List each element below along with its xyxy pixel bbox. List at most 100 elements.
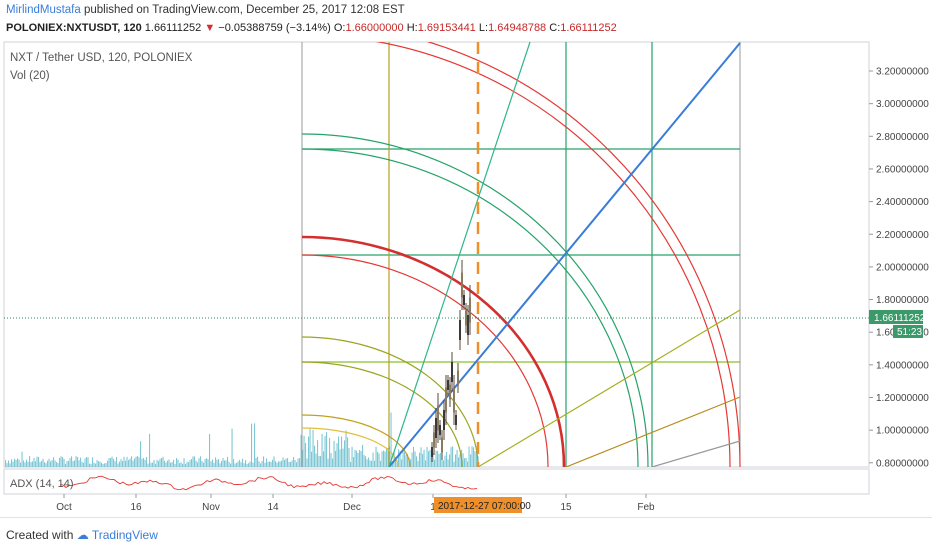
symbol-line: POLONIEX:NXTUSDT, 120 1.66111252 ▼ −0.05…: [6, 22, 617, 34]
price-tick-label: 1.20000000: [876, 393, 929, 404]
volume-bar: [63, 458, 65, 467]
volume-bar: [252, 462, 254, 467]
volume-bar: [435, 450, 437, 467]
volume-bar: [428, 451, 430, 467]
volume-bar: [140, 441, 142, 467]
chart-canvas[interactable]: 3.20000000 3.00000000 2.80000000 2.60000000…: [0, 40, 932, 517]
volume-bar: [459, 454, 461, 467]
volume-bar: [395, 458, 397, 467]
volume-bar: [50, 461, 52, 467]
volume-bar: [296, 462, 298, 467]
tradingview-logo-icon: ☁: [76, 528, 89, 542]
adx-pane[interactable]: [3, 468, 870, 495]
author-link[interactable]: MirlindMustafa: [6, 4, 81, 16]
candle-body: [435, 418, 437, 438]
volume-bar: [149, 433, 151, 467]
volume-bar: [177, 459, 179, 467]
gann-fan-1x3: [565, 396, 741, 467]
volume-bar: [330, 453, 332, 467]
series-title[interactable]: NXT / Tether USD, 120, POLONIEX: [10, 52, 193, 64]
volume-bar: [231, 428, 233, 467]
created-with-text: Created with: [6, 528, 74, 542]
candle-body: [459, 320, 461, 340]
price-axis[interactable]: 3.20000000 3.00000000 2.80000000 2.60000000…: [869, 67, 929, 470]
volume-bar: [306, 458, 308, 467]
volume-bar: [401, 459, 403, 467]
volume-bar: [113, 458, 115, 467]
volume-bar: [356, 450, 358, 467]
volume-bar: [239, 459, 241, 467]
countdown-tag-text: 51:23: [897, 327, 922, 338]
price-tick-label: 0.80000000: [876, 458, 929, 469]
volume-bar: [132, 460, 134, 467]
volume-legend[interactable]: Vol (20): [10, 70, 50, 82]
volume-bar: [438, 453, 440, 467]
volume-bar: [93, 462, 95, 467]
volume-bar: [98, 461, 100, 467]
volume-bar: [464, 458, 466, 467]
volume-bar: [456, 449, 458, 467]
volume-bar: [164, 460, 166, 467]
price-tick-label: 2.20000000: [876, 230, 929, 241]
volume-bar: [350, 462, 352, 467]
volume-bar: [269, 461, 271, 467]
volume-bar: [285, 458, 287, 467]
time-tick-label: 15: [560, 502, 572, 513]
volume-bar: [444, 455, 446, 467]
candle-body: [439, 425, 441, 435]
price-tick-label: 1.80000000: [876, 295, 929, 306]
candle-body: [455, 415, 457, 425]
volume-bar: [167, 460, 169, 467]
volume-bar: [122, 460, 124, 467]
volume-bar: [404, 452, 406, 467]
volume-bar: [449, 454, 451, 467]
volume-bar: [398, 449, 400, 467]
volume-bar: [198, 458, 200, 467]
price-tick-label: 3.20000000: [876, 67, 929, 78]
volume-bar: [150, 462, 152, 467]
volume-bar: [321, 433, 323, 467]
volume-bar: [45, 463, 47, 467]
volume-bar: [126, 456, 128, 467]
volume-bars: [5, 412, 479, 467]
volume-bar: [83, 462, 85, 467]
volume-bar: [204, 459, 206, 467]
tradingview-link[interactable]: TradingView: [91, 528, 158, 542]
current-price-tag: [869, 310, 923, 324]
volume-bar: [185, 463, 187, 467]
volume-bar: [380, 460, 382, 467]
volume-bar: [36, 456, 38, 467]
volume-bar: [458, 457, 460, 467]
volume-bar: [386, 447, 388, 467]
symbol-name[interactable]: POLONIEX:NXTUSDT, 120: [6, 22, 142, 34]
volume-bar: [378, 453, 380, 467]
volume-bar: [30, 462, 32, 467]
volume-bar: [225, 460, 227, 467]
volume-bar: [417, 460, 419, 467]
volume-bar: [312, 430, 314, 467]
volume-bar: [144, 459, 146, 467]
volume-bar: [342, 448, 344, 467]
gann-fan-1x2: [477, 309, 741, 467]
volume-bar: [375, 446, 377, 467]
volume-bar: [129, 458, 131, 467]
volume-bar: [437, 450, 439, 467]
volume-bar: [299, 458, 301, 467]
time-axis[interactable]: Oct 16 Nov 14 Dec 1 15 Feb: [56, 494, 655, 513]
price-change: −0.05388759 (−3.14%): [218, 22, 331, 34]
volume-bar: [216, 459, 218, 467]
last-price: 1.66111252: [144, 22, 202, 34]
volume-bar: [308, 436, 310, 467]
volume-bar: [135, 456, 137, 467]
volume-bar: [287, 458, 289, 467]
volume-bar: [387, 448, 389, 467]
volume-bar: [81, 461, 83, 467]
volume-bar: [234, 463, 236, 467]
adx-legend[interactable]: ADX (14, 14): [10, 478, 74, 490]
time-tick-label: 1: [430, 502, 436, 513]
volume-bar: [227, 456, 229, 467]
volume-bar: [282, 457, 284, 467]
volume-bar: [212, 459, 214, 467]
volume-bar: [171, 461, 173, 467]
volume-bar: [128, 460, 130, 467]
